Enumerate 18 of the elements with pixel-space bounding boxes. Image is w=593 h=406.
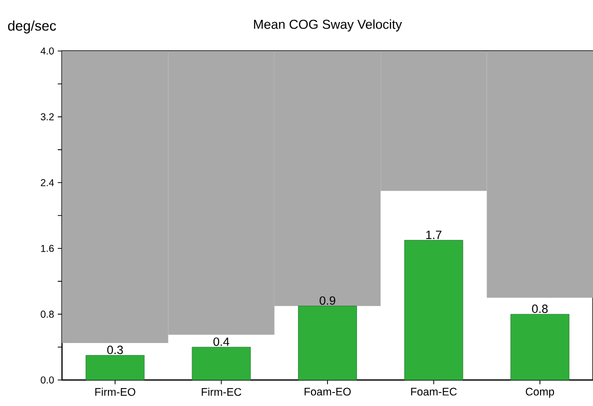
y-tick-label: 3.2: [40, 113, 54, 120]
x-tick-label: Firm-EO: [95, 388, 136, 396]
data-label: 1.7: [426, 230, 442, 239]
data-label: 0.4: [213, 337, 230, 346]
y-tick-label: 0.0: [40, 376, 54, 384]
y-tick-label: 1.6: [41, 244, 54, 252]
x-tick-label: Foam-EO: [304, 388, 351, 396]
y-tick-label: 0.8: [40, 310, 54, 318]
data-label: 0.8: [532, 304, 548, 313]
y-axis-title: deg/sec: [8, 20, 56, 34]
y-tick-label: 4.0: [40, 47, 54, 55]
x-tick-label: Foam-EC: [411, 388, 457, 396]
y-tick-label: 2.4: [40, 179, 54, 186]
x-tick-label: Comp: [526, 388, 554, 398]
chart-title: Mean COG Sway Velocity: [254, 19, 402, 32]
data-label: 0.9: [320, 296, 336, 305]
x-tick-label: Firm-EC: [202, 388, 242, 396]
data-label: 0.3: [107, 346, 123, 354]
